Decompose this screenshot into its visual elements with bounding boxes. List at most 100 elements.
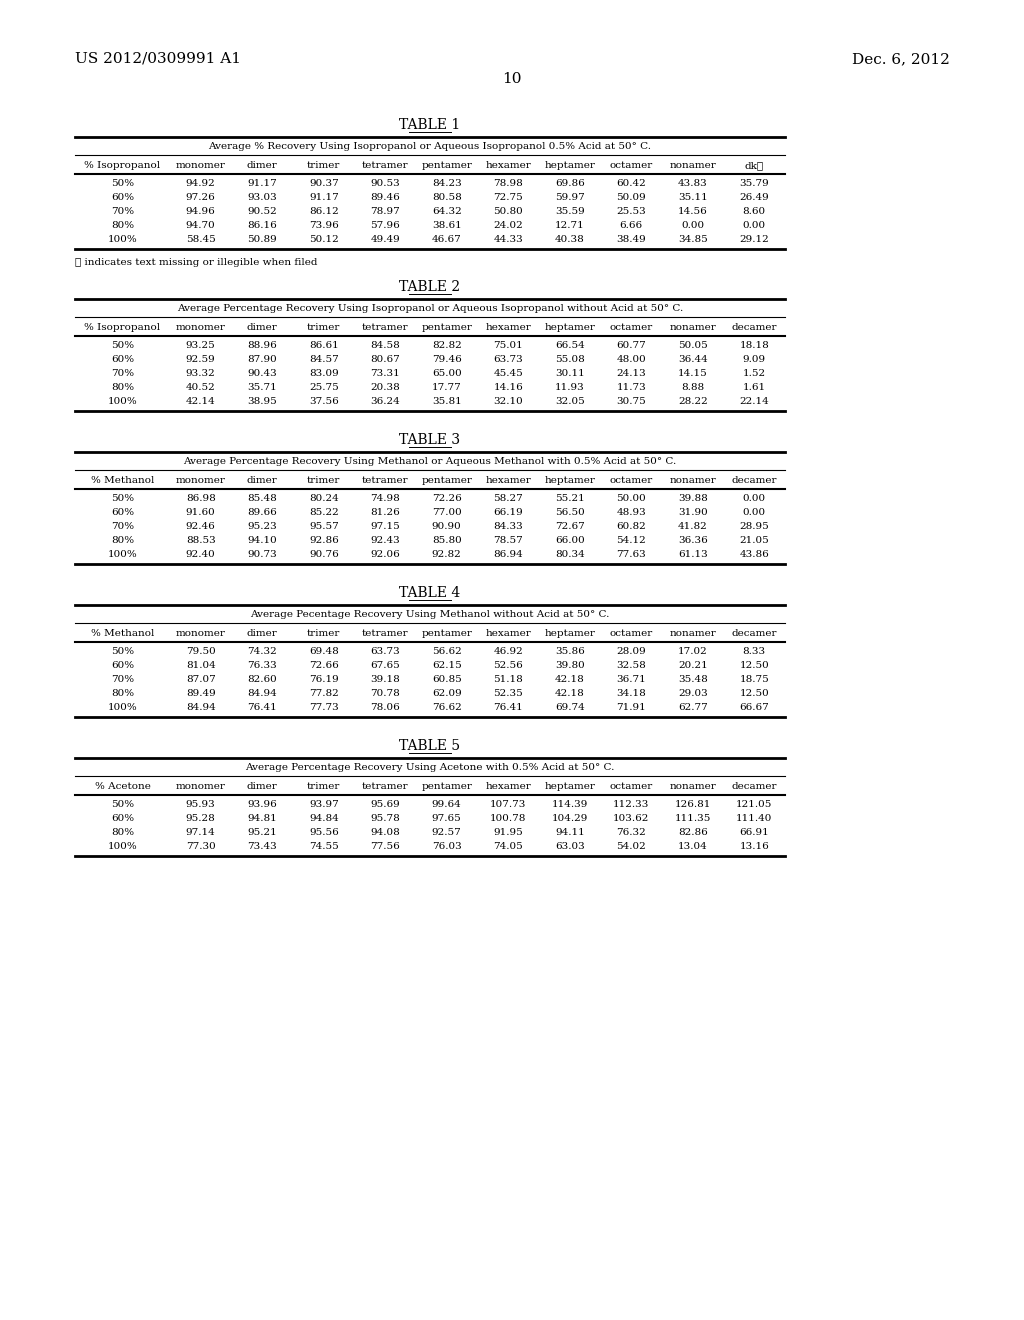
Text: 80.34: 80.34	[555, 550, 585, 558]
Text: nonamer: nonamer	[670, 630, 716, 638]
Text: 50.05: 50.05	[678, 341, 708, 350]
Text: 59.97: 59.97	[555, 193, 585, 202]
Text: 72.66: 72.66	[309, 661, 339, 671]
Text: 90.43: 90.43	[248, 370, 278, 378]
Text: tetramer: tetramer	[361, 781, 409, 791]
Text: octamer: octamer	[609, 323, 653, 333]
Text: 69.74: 69.74	[555, 704, 585, 711]
Text: 42.18: 42.18	[555, 689, 585, 698]
Text: 54.02: 54.02	[616, 842, 646, 851]
Text: 72.26: 72.26	[432, 494, 462, 503]
Text: 76.33: 76.33	[248, 661, 278, 671]
Text: 95.23: 95.23	[248, 521, 278, 531]
Text: % Methanol: % Methanol	[91, 477, 155, 484]
Text: 111.40: 111.40	[736, 814, 772, 822]
Text: % Methanol: % Methanol	[91, 630, 155, 638]
Text: 29.03: 29.03	[678, 689, 708, 698]
Text: 73.96: 73.96	[309, 220, 339, 230]
Text: 91.17: 91.17	[309, 193, 339, 202]
Text: 89.46: 89.46	[371, 193, 400, 202]
Text: trimer: trimer	[307, 781, 340, 791]
Text: 71.91: 71.91	[616, 704, 646, 711]
Text: 99.64: 99.64	[432, 800, 462, 809]
Text: 92.82: 92.82	[432, 550, 462, 558]
Text: 92.57: 92.57	[432, 828, 462, 837]
Text: decamer: decamer	[731, 630, 777, 638]
Text: 34.18: 34.18	[616, 689, 646, 698]
Text: 97.14: 97.14	[186, 828, 216, 837]
Text: 12.71: 12.71	[555, 220, 585, 230]
Text: 54.12: 54.12	[616, 536, 646, 545]
Text: 89.49: 89.49	[186, 689, 216, 698]
Text: 84.58: 84.58	[371, 341, 400, 350]
Text: 32.58: 32.58	[616, 661, 646, 671]
Text: 66.91: 66.91	[739, 828, 769, 837]
Text: 84.94: 84.94	[248, 689, 278, 698]
Text: 70%: 70%	[111, 207, 134, 216]
Text: 60%: 60%	[111, 193, 134, 202]
Text: 100%: 100%	[108, 397, 137, 407]
Text: 100%: 100%	[108, 235, 137, 244]
Text: 22.14: 22.14	[739, 397, 769, 407]
Text: 100%: 100%	[108, 842, 137, 851]
Text: 56.50: 56.50	[555, 508, 585, 517]
Text: 94.92: 94.92	[186, 180, 216, 187]
Text: 52.56: 52.56	[494, 661, 523, 671]
Text: hexamer: hexamer	[485, 630, 531, 638]
Text: 52.35: 52.35	[494, 689, 523, 698]
Text: trimer: trimer	[307, 630, 340, 638]
Text: 21.05: 21.05	[739, 536, 769, 545]
Text: 93.25: 93.25	[186, 341, 216, 350]
Text: 64.32: 64.32	[432, 207, 462, 216]
Text: 87.07: 87.07	[186, 675, 216, 684]
Text: 94.70: 94.70	[186, 220, 216, 230]
Text: 50%: 50%	[111, 341, 134, 350]
Text: 8.60: 8.60	[742, 207, 766, 216]
Text: 112.33: 112.33	[613, 800, 649, 809]
Text: trimer: trimer	[307, 323, 340, 333]
Text: 93.03: 93.03	[248, 193, 278, 202]
Text: 32.05: 32.05	[555, 397, 585, 407]
Text: 39.18: 39.18	[371, 675, 400, 684]
Text: monomer: monomer	[176, 323, 225, 333]
Text: 14.16: 14.16	[494, 383, 523, 392]
Text: TABLE 3: TABLE 3	[399, 433, 461, 447]
Text: 82.86: 82.86	[678, 828, 708, 837]
Text: 11.93: 11.93	[555, 383, 585, 392]
Text: 38.49: 38.49	[616, 235, 646, 244]
Text: pentamer: pentamer	[421, 323, 472, 333]
Text: hexamer: hexamer	[485, 161, 531, 170]
Text: 36.71: 36.71	[616, 675, 646, 684]
Text: 17.02: 17.02	[678, 647, 708, 656]
Text: 35.11: 35.11	[678, 193, 708, 202]
Text: 77.82: 77.82	[309, 689, 339, 698]
Text: 91.17: 91.17	[248, 180, 278, 187]
Text: 95.78: 95.78	[371, 814, 400, 822]
Text: 92.86: 92.86	[309, 536, 339, 545]
Text: pentamer: pentamer	[421, 477, 472, 484]
Text: 93.96: 93.96	[248, 800, 278, 809]
Text: 88.96: 88.96	[248, 341, 278, 350]
Text: decamer: decamer	[731, 323, 777, 333]
Text: 92.59: 92.59	[186, 355, 216, 364]
Text: 94.11: 94.11	[555, 828, 585, 837]
Text: 31.90: 31.90	[678, 508, 708, 517]
Text: heptamer: heptamer	[545, 781, 595, 791]
Text: 100%: 100%	[108, 550, 137, 558]
Text: 44.33: 44.33	[494, 235, 523, 244]
Text: 95.56: 95.56	[309, 828, 339, 837]
Text: 94.81: 94.81	[248, 814, 278, 822]
Text: 80%: 80%	[111, 383, 134, 392]
Text: 95.57: 95.57	[309, 521, 339, 531]
Text: pentamer: pentamer	[421, 630, 472, 638]
Text: TABLE 2: TABLE 2	[399, 280, 461, 294]
Text: 72.75: 72.75	[494, 193, 523, 202]
Text: tetramer: tetramer	[361, 323, 409, 333]
Text: 76.19: 76.19	[309, 675, 339, 684]
Text: 84.57: 84.57	[309, 355, 339, 364]
Text: 57.96: 57.96	[371, 220, 400, 230]
Text: 94.08: 94.08	[371, 828, 400, 837]
Text: 67.65: 67.65	[371, 661, 400, 671]
Text: 46.92: 46.92	[494, 647, 523, 656]
Text: 69.86: 69.86	[555, 180, 585, 187]
